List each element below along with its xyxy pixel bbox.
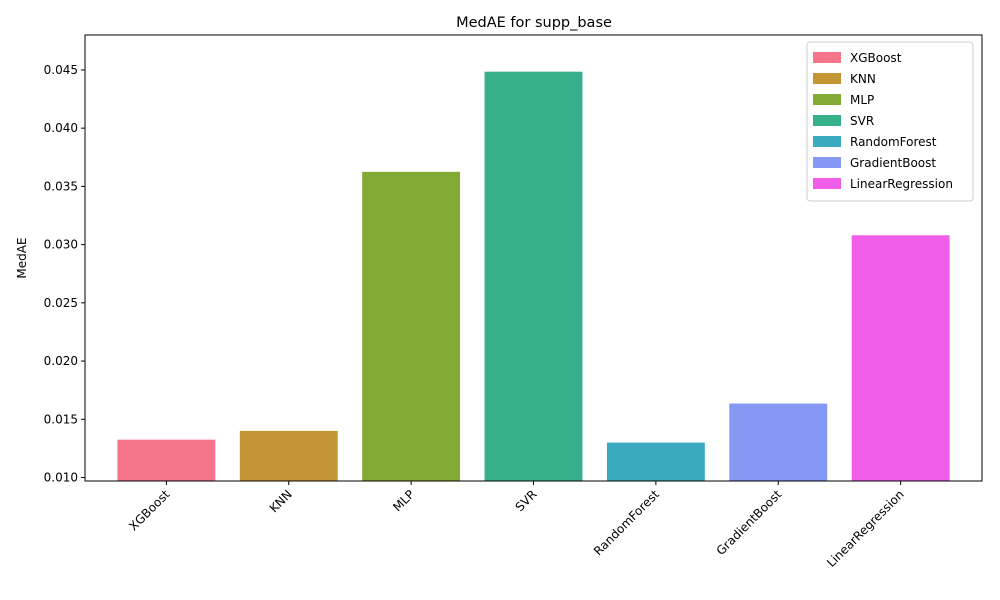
bar-knn bbox=[239, 430, 338, 481]
y-tick-label: 0.015 bbox=[44, 412, 78, 426]
legend-swatch bbox=[813, 136, 841, 147]
x-tick-label: SVR bbox=[513, 487, 540, 514]
bar-linearregression bbox=[851, 235, 950, 481]
legend-label: SVR bbox=[850, 114, 874, 128]
x-tick-label: MLP bbox=[390, 487, 417, 514]
legend-label: RandomForest bbox=[850, 135, 937, 149]
y-tick-label: 0.045 bbox=[44, 63, 78, 77]
y-tick-label: 0.025 bbox=[44, 296, 78, 310]
y-axis-label: MedAE bbox=[15, 237, 29, 278]
legend-swatch bbox=[813, 178, 841, 189]
plot-frame bbox=[84, 34, 983, 482]
bar-xgboost bbox=[117, 439, 216, 481]
x-tick-label: LinearRegression bbox=[824, 487, 907, 570]
y-axis-ticks: 0.010 0.015 0.020 0.025 0.030 0.035 0.040 0.045 bbox=[44, 63, 85, 485]
bars-group bbox=[117, 71, 950, 482]
legend-box bbox=[806, 41, 974, 202]
legend-swatch bbox=[813, 94, 841, 105]
x-tick-label: KNN bbox=[267, 487, 295, 515]
bar-randomforest bbox=[606, 442, 705, 481]
legend-label: MLP bbox=[850, 93, 874, 107]
y-tick-label: 0.040 bbox=[44, 121, 78, 135]
legend-swatch bbox=[813, 52, 841, 63]
legend-swatch bbox=[813, 157, 841, 168]
x-axis-ticks: XGBoost KNN MLP SVR RandomForest GradientBoos… bbox=[126, 481, 907, 570]
y-tick-label: 0.030 bbox=[44, 238, 78, 252]
x-tick-label: GradientBoost bbox=[714, 487, 785, 558]
bar-mlp bbox=[362, 171, 461, 481]
chart-title: MedAE for supp_base bbox=[456, 15, 612, 31]
y-tick-label: 0.010 bbox=[44, 471, 78, 485]
legend-label: LinearRegression bbox=[850, 177, 953, 191]
x-tick-label: XGBoost bbox=[126, 487, 172, 533]
y-tick-label: 0.020 bbox=[44, 354, 78, 368]
legend-swatch bbox=[813, 115, 841, 126]
bar-svr bbox=[484, 71, 583, 482]
legend-label: KNN bbox=[850, 72, 876, 86]
bar-gradientboost bbox=[729, 403, 828, 481]
legend-swatch bbox=[813, 73, 841, 84]
legend-label: GradientBoost bbox=[850, 156, 936, 170]
legend: XGBoost KNN MLP SVR RandomForest GradientBoos… bbox=[806, 41, 974, 202]
y-tick-label: 0.035 bbox=[44, 179, 78, 193]
legend-label: XGBoost bbox=[850, 51, 902, 65]
x-tick-label: RandomForest bbox=[591, 487, 662, 558]
